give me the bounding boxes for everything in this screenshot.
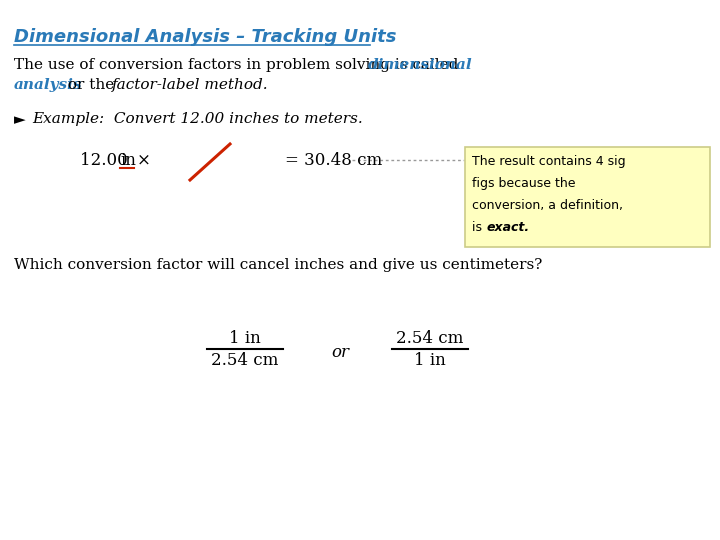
- Text: dimensional: dimensional: [368, 58, 472, 72]
- FancyBboxPatch shape: [465, 147, 710, 247]
- Text: 12.00: 12.00: [80, 152, 133, 169]
- Text: exact.: exact.: [487, 221, 530, 234]
- Text: analysis: analysis: [14, 78, 83, 92]
- Text: in: in: [120, 152, 136, 169]
- Text: 1 in: 1 in: [229, 330, 261, 347]
- Text: conversion, a definition,: conversion, a definition,: [472, 199, 623, 212]
- Text: Dimensional Analysis – Tracking Units: Dimensional Analysis – Tracking Units: [14, 28, 397, 46]
- Text: 1 in: 1 in: [414, 352, 446, 369]
- Text: The use of conversion factors in problem solving is called: The use of conversion factors in problem…: [14, 58, 463, 72]
- Text: or the: or the: [63, 78, 119, 92]
- Text: Which conversion factor will cancel inches and give us centimeters?: Which conversion factor will cancel inch…: [14, 258, 542, 272]
- Text: ×: ×: [137, 152, 150, 169]
- Text: figs because the: figs because the: [472, 177, 575, 190]
- Text: = 30.48 cm: = 30.48 cm: [285, 152, 382, 169]
- Text: Example:  Convert 12.00 inches to meters.: Example: Convert 12.00 inches to meters.: [32, 112, 363, 126]
- Text: 2.54 cm: 2.54 cm: [211, 352, 279, 369]
- Text: is: is: [472, 221, 486, 234]
- Text: factor-label method.: factor-label method.: [112, 78, 269, 92]
- Text: ►: ►: [14, 112, 26, 127]
- Text: The result contains 4 sig: The result contains 4 sig: [472, 155, 626, 168]
- Text: 2.54 cm: 2.54 cm: [396, 330, 464, 347]
- Text: or: or: [331, 344, 349, 361]
